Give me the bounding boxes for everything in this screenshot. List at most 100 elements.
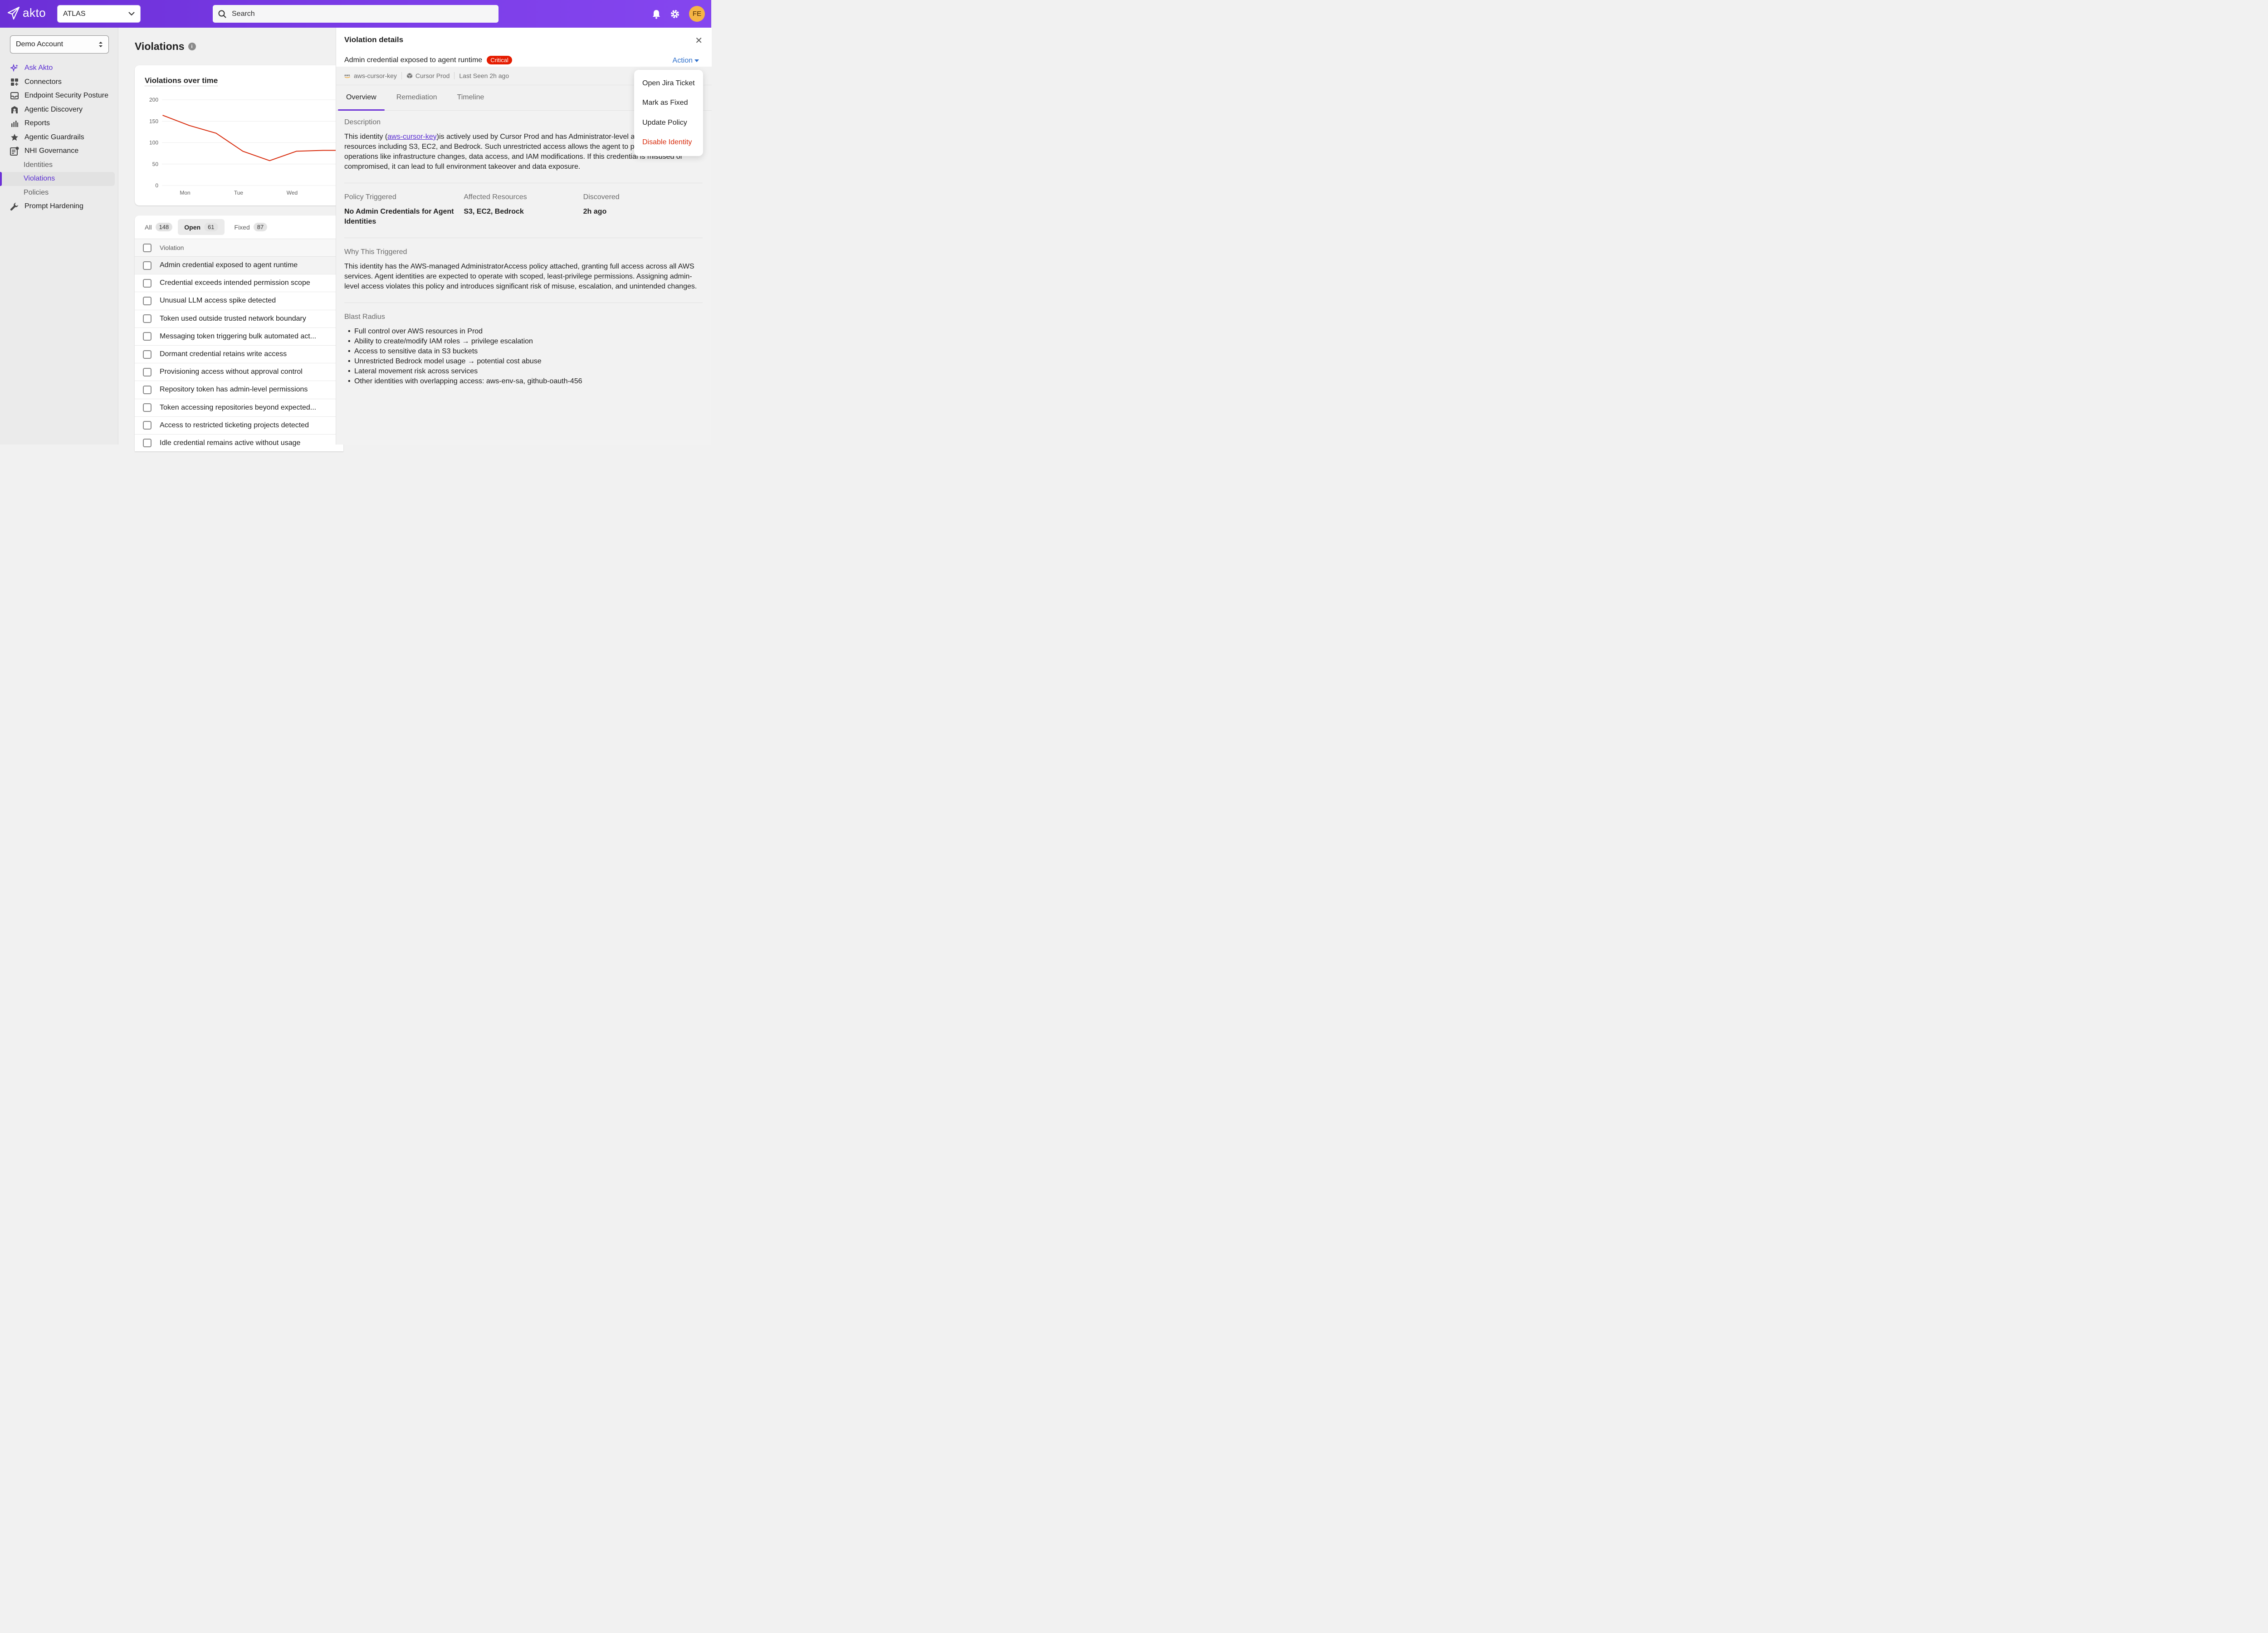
policy-field: Policy Triggered No Admin Credentials fo…: [344, 193, 464, 227]
row-checkbox[interactable]: [143, 314, 152, 323]
aws-icon: aws: [344, 73, 350, 78]
tab-fixed[interactable]: Fixed 87: [231, 219, 271, 235]
governance-icon: [10, 147, 19, 156]
page-title-text: Violations: [135, 40, 185, 52]
tab-all[interactable]: All 148: [141, 219, 176, 235]
tab-timeline[interactable]: Timeline: [457, 93, 484, 101]
menu-item-open-jira-ticket[interactable]: Open Jira Ticket: [642, 79, 695, 87]
wrench-icon: [10, 203, 18, 211]
violation-title-text: Admin credential exposed to agent runtim…: [344, 56, 483, 64]
violation-name: Token accessing repositories beyond expe…: [160, 403, 317, 411]
akto-logo[interactable]: akto: [7, 6, 46, 20]
violation-name: Idle credential remains active without u…: [160, 439, 301, 447]
row-checkbox[interactable]: [143, 296, 152, 305]
violation-name: Repository token has admin-level permiss…: [160, 386, 308, 394]
row-checkbox[interactable]: [143, 385, 152, 394]
menu-item-disable-identity[interactable]: Disable Identity: [642, 138, 692, 147]
row-checkbox[interactable]: [143, 367, 152, 376]
y-tick-label: 150: [149, 118, 158, 124]
top-icons: FE: [652, 6, 705, 22]
cube-icon: [406, 73, 413, 78]
select-all-checkbox[interactable]: [143, 243, 152, 252]
table-row[interactable]: Provisioning access without approval con…: [135, 363, 343, 381]
discovery-icon: [11, 106, 18, 113]
sidebar-item-label: Reports: [24, 119, 50, 127]
resources-label: Affected Resources: [464, 193, 527, 201]
table-row[interactable]: Token used outside trusted network bound…: [135, 310, 343, 328]
org-select[interactable]: ATLAS: [57, 5, 141, 23]
sidebar-item-label: NHI Governance: [24, 147, 79, 155]
blast-radius-list: Full control over AWS resources in ProdA…: [344, 327, 703, 386]
row-checkbox[interactable]: [143, 421, 152, 430]
violations-line-chart: 0 50 100 150 200 Mon Tue Wed: [149, 97, 343, 196]
series-line: [162, 115, 339, 161]
table-row[interactable]: Admin credential exposed to agent runtim…: [135, 257, 343, 275]
org-name: ATLAS: [63, 10, 86, 18]
sidebar-item-endpoint-security-posture[interactable]: Endpoint Security Posture: [0, 89, 118, 103]
why-label: Why This Triggered: [344, 248, 407, 256]
y-tick-label: 50: [152, 161, 159, 167]
sidebar-item-nhi-governance[interactable]: NHI Governance: [0, 144, 118, 158]
table-row[interactable]: Repository token has admin-level permiss…: [135, 381, 343, 399]
close-icon[interactable]: ✕: [695, 36, 703, 46]
sidebar-item-violations[interactable]: Violations: [0, 172, 115, 186]
tab-remediation[interactable]: Remediation: [396, 93, 437, 101]
identity-link[interactable]: aws-cursor-key: [387, 133, 437, 141]
avatar[interactable]: FE: [689, 6, 705, 22]
sidebar-item-label: Identities: [24, 161, 53, 169]
violation-details-panel: Violation details ✕ Admin credential exp…: [336, 28, 712, 445]
up-down-arrows-icon: [99, 42, 103, 47]
search-bar[interactable]: Search: [213, 5, 499, 23]
violation-name: Provisioning access without approval con…: [160, 368, 303, 376]
meta-identity: aws aws-cursor-key: [344, 72, 397, 79]
menu-item-update-policy[interactable]: Update Policy: [642, 118, 687, 127]
sidebar-item-label: Prompt Hardening: [24, 202, 83, 210]
row-checkbox[interactable]: [143, 261, 152, 270]
table-row[interactable]: Idle credential remains active without u…: [135, 435, 343, 451]
tab-overview[interactable]: Overview: [338, 85, 385, 111]
meta-identity-text: aws-cursor-key: [354, 72, 397, 79]
description-post: )is actively used by Cursor Prod and has…: [344, 133, 686, 171]
blast-radius-item: Unrestricted Bedrock model usage → poten…: [344, 357, 703, 367]
bell-icon[interactable]: [652, 9, 661, 19]
violation-name: Unusual LLM access spike detected: [160, 297, 276, 305]
gear-icon[interactable]: [670, 9, 680, 19]
search-icon: [218, 10, 226, 18]
sidebar-item-reports[interactable]: Reports: [0, 117, 118, 131]
panel-header: Violation details ✕ Admin credential exp…: [336, 28, 712, 67]
row-checkbox[interactable]: [143, 439, 152, 448]
row-checkbox[interactable]: [143, 403, 152, 412]
sidebar-item-agentic-discovery[interactable]: Agentic Discovery: [0, 103, 118, 117]
tab-open[interactable]: Open 61: [178, 219, 225, 235]
sidebar-item-policies[interactable]: Policies: [0, 186, 118, 200]
discovered-label: Discovered: [583, 193, 620, 201]
row-checkbox[interactable]: [143, 332, 152, 341]
y-tick-label: 0: [155, 182, 158, 189]
row-checkbox[interactable]: [143, 350, 152, 359]
row-checkbox[interactable]: [143, 279, 152, 288]
table-row[interactable]: Messaging token triggering bulk automate…: [135, 328, 343, 346]
endpoint-icon: [10, 92, 19, 100]
sidebar-item-ask-akto[interactable]: Ask Akto: [0, 61, 118, 75]
account-select[interactable]: Demo Account: [10, 35, 109, 54]
table-row[interactable]: Credential exceeds intended permission s…: [135, 274, 343, 293]
severity-badge: Critical: [487, 56, 512, 64]
sidebar-item-agentic-guardrails[interactable]: Agentic Guardrails: [0, 131, 118, 145]
table-row[interactable]: Unusual LLM access spike detected: [135, 292, 343, 310]
y-tick-label: 100: [149, 140, 158, 146]
table-row[interactable]: Access to restricted ticketing projects …: [135, 417, 343, 435]
menu-item-mark-as-fixed[interactable]: Mark as Fixed: [642, 99, 688, 107]
sidebar-item-connectors[interactable]: Connectors: [0, 75, 118, 89]
sidebar-item-prompt-hardening[interactable]: Prompt Hardening: [0, 200, 118, 214]
table-row[interactable]: Token accessing repositories beyond expe…: [135, 399, 343, 417]
action-button[interactable]: Action: [673, 57, 699, 65]
table-row[interactable]: Dormant credential retains write access: [135, 346, 343, 364]
logo-text: akto: [23, 5, 46, 20]
chevron-down-icon: [128, 12, 135, 16]
description-label: Description: [344, 118, 381, 126]
meta-environment-text: Cursor Prod: [415, 72, 450, 79]
sidebar-item-identities[interactable]: Identities: [0, 158, 118, 172]
info-icon[interactable]: i: [188, 43, 196, 50]
chart-title: Violations over time: [145, 76, 218, 86]
violations-table-card: All 148 Open 61 Fixed 87 Violation Admin…: [135, 215, 343, 451]
